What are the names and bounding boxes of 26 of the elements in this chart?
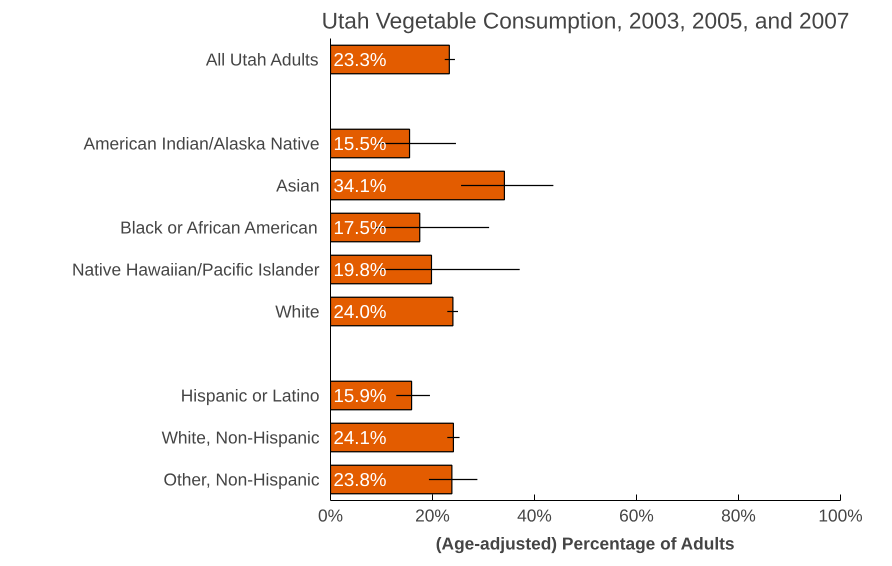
x-axis-title: (Age-adjusted) Percentage of Adults [436, 534, 735, 554]
data-label: 19.8% [334, 259, 386, 280]
y-tick-label: Asian [276, 176, 320, 196]
x-tick-label: 60% [619, 506, 654, 526]
data-label: 15.5% [334, 133, 386, 154]
data-label: 23.8% [334, 469, 386, 490]
chart-title: Utah Vegetable Consumption, 2003, 2005, and 2007 [322, 8, 850, 34]
y-tick-label: Black or African American [120, 218, 318, 238]
data-label: 23.3% [334, 49, 386, 70]
y-tick-label: American Indian/Alaska Native [84, 134, 320, 154]
y-tick-label: White [275, 302, 320, 322]
y-tick-label: White, Non-Hispanic [162, 428, 320, 448]
x-tick-label: 0% [318, 506, 344, 526]
data-label: 24.0% [334, 301, 386, 322]
data-label: 24.1% [334, 427, 386, 448]
x-tick-label: 80% [721, 506, 756, 526]
y-tick-label: Native Hawaiian/Pacific Islander [72, 260, 320, 280]
x-tick-label: 40% [517, 506, 552, 526]
x-tick-label: 100% [818, 506, 863, 526]
y-tick-label: Other, Non-Hispanic [163, 470, 320, 490]
data-label: 17.5% [334, 217, 386, 238]
y-tick-label: Hispanic or Latino [180, 386, 320, 406]
data-label: 15.9% [334, 385, 386, 406]
y-tick-label: All Utah Adults [206, 50, 319, 70]
x-tick-label: 20% [415, 506, 450, 526]
data-label: 34.1% [334, 175, 386, 196]
